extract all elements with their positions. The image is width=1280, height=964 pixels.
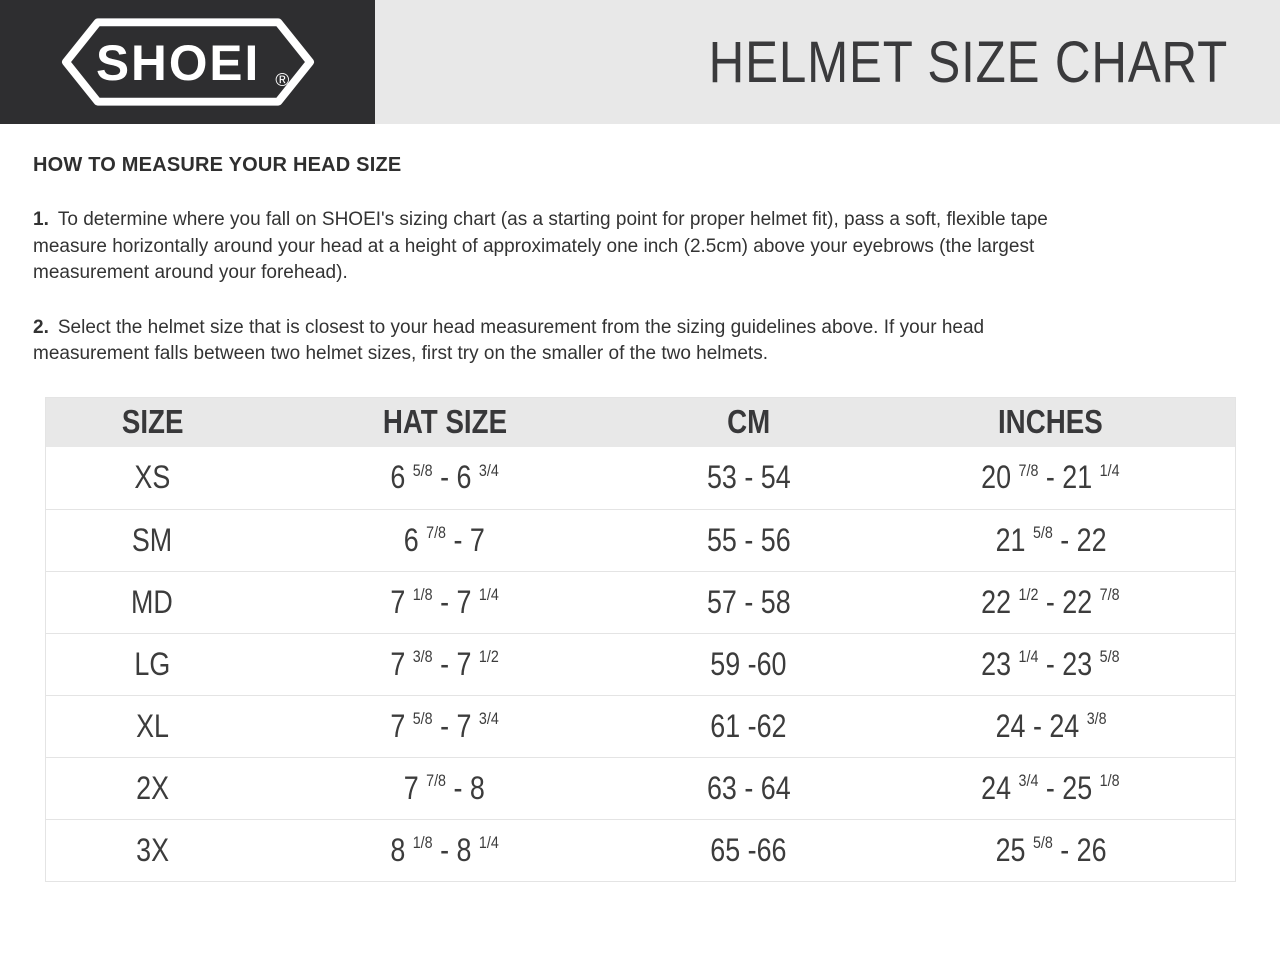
step-text: To determine where you fall on SHOEI's s… (33, 209, 1048, 283)
size-table: SIZE HAT SIZE CM INCHES XS 6 5/8 - 6 3/4 5… (45, 396, 1236, 882)
top-banner: SHOEI ® HELMET SIZE CHART (0, 0, 1280, 124)
cm-cell: 61 -62 (630, 695, 867, 758)
hat-size-cell: 8 1/8 - 8 1/4 (258, 819, 631, 882)
fraction-sup: 7/8 (426, 770, 447, 790)
hat-size-cell: 7 7/8 - 8 (258, 757, 631, 820)
fraction-sup: 7/8 (1100, 584, 1120, 604)
fraction-sup: 5/8 (412, 708, 433, 728)
logo-brand-text: SHOEI (95, 35, 259, 91)
cm-cell: 57 - 58 (630, 571, 867, 634)
fraction-sup: 1/4 (479, 832, 499, 852)
table-row: 2X 7 7/8 - 8 63 - 64 24 3/4 - 25 1/8 (45, 757, 1236, 820)
fraction-sup: 5/8 (1100, 646, 1120, 666)
column-header-size: SIZE (45, 397, 259, 447)
header-row: SIZE HAT SIZE CM INCHES (45, 397, 1236, 447)
size-cell: LG (45, 633, 259, 696)
cm-cell: 65 -66 (630, 819, 867, 882)
instruction-step-1: 1. To determine where you fall on SHOEI's… (33, 207, 1244, 287)
cm-cell: 59 -60 (630, 633, 867, 696)
logo-hexagon-outline (61, 18, 314, 106)
inches-cell: 24 3/4 - 25 1/8 (866, 757, 1236, 820)
fraction-sup: 5/8 (1032, 522, 1053, 542)
hat-size-cell: 6 5/8 - 6 3/4 (258, 447, 631, 510)
fraction-sup: 1/2 (1018, 584, 1039, 604)
title-band: HELMET SIZE CHART (375, 0, 1280, 124)
fraction-sup: 3/4 (479, 708, 499, 728)
hat-size-cell: 7 5/8 - 7 3/4 (258, 695, 631, 758)
size-table-body: XS 6 5/8 - 6 3/4 53 - 54 20 7/8 - 21 1/4 SM 6… (45, 447, 1236, 882)
fraction-sup: 3/8 (412, 646, 433, 666)
inches-cell: 25 5/8 - 26 (866, 819, 1236, 882)
fraction-sup: 3/8 (1086, 708, 1107, 728)
table-row: MD 7 1/8 - 7 1/4 57 - 58 22 1/2 - 22 7/8 (45, 571, 1236, 634)
column-header-hat-size: HAT SIZE (258, 397, 631, 447)
inches-cell: 21 5/8 - 22 (866, 509, 1236, 572)
table-row: SM 6 7/8 - 7 55 - 56 21 5/8 - 22 (45, 509, 1236, 572)
hat-size-cell: 6 7/8 - 7 (258, 509, 631, 572)
fraction-sup: 1/4 (1018, 646, 1039, 666)
size-table-section: SIZE HAT SIZE CM INCHES XS 6 5/8 - 6 3/4 5… (45, 396, 1280, 882)
size-cell: MD (45, 571, 259, 634)
fraction-sup: 7/8 (1018, 460, 1039, 480)
fraction-sup: 1/2 (479, 646, 499, 666)
fraction-sup: 1/4 (1100, 460, 1120, 480)
table-row: 3X 8 1/8 - 8 1/4 65 -66 25 5/8 - 26 (45, 819, 1236, 882)
column-header-cm: CM (630, 397, 867, 447)
page-title: HELMET SIZE CHART (708, 29, 1228, 95)
size-cell: XS (45, 447, 259, 510)
step-number: 1. (33, 209, 49, 230)
size-cell: 2X (45, 757, 259, 820)
fraction-sup: 5/8 (412, 460, 433, 480)
inches-cell: 23 1/4 - 23 5/8 (866, 633, 1236, 696)
step-number: 2. (33, 316, 49, 338)
size-cell: XL (45, 695, 259, 758)
inches-cell: 24 - 24 3/8 (866, 695, 1236, 758)
table-row: LG 7 3/8 - 7 1/2 59 -60 23 1/4 - 23 5/8 (45, 633, 1236, 696)
size-table-header: SIZE HAT SIZE CM INCHES (45, 397, 1236, 447)
brand-logo-box: SHOEI ® (0, 0, 375, 124)
fraction-sup: 5/8 (1032, 832, 1053, 852)
cm-cell: 55 - 56 (630, 509, 867, 572)
hat-size-cell: 7 1/8 - 7 1/4 (258, 571, 631, 634)
shoei-logo-icon: SHOEI ® (61, 18, 314, 106)
instruction-step-2: 2. Select the helmet size that is closest… (33, 315, 1244, 368)
size-cell: 3X (45, 819, 259, 882)
fraction-sup: 1/4 (479, 584, 499, 604)
fraction-sup: 1/8 (412, 584, 433, 604)
fraction-sup: 3/4 (1018, 770, 1039, 790)
hat-size-cell: 7 3/8 - 7 1/2 (258, 633, 631, 696)
column-header-inches: INCHES (866, 397, 1236, 447)
inches-cell: 20 7/8 - 21 1/4 (866, 447, 1236, 510)
table-row: XS 6 5/8 - 6 3/4 53 - 54 20 7/8 - 21 1/4 (45, 447, 1236, 510)
fraction-sup: 1/8 (412, 832, 433, 852)
registered-trademark-icon: ® (275, 69, 289, 90)
inches-cell: 22 1/2 - 22 7/8 (866, 571, 1236, 634)
table-row: XL 7 5/8 - 7 3/4 61 -62 24 - 24 3/8 (45, 695, 1236, 758)
fraction-sup: 1/8 (1100, 770, 1120, 790)
cm-cell: 63 - 64 (630, 757, 867, 820)
instructions-heading: HOW TO MEASURE YOUR HEAD SIZE (33, 154, 402, 176)
size-cell: SM (45, 509, 259, 572)
fraction-sup: 7/8 (426, 522, 447, 542)
fraction-sup: 3/4 (479, 460, 499, 480)
instructions-section: HOW TO MEASURE YOUR HEAD SIZE 1. To deter… (0, 124, 1280, 368)
cm-cell: 53 - 54 (630, 447, 867, 510)
step-text: Select the helmet size that is closest t… (33, 316, 985, 365)
